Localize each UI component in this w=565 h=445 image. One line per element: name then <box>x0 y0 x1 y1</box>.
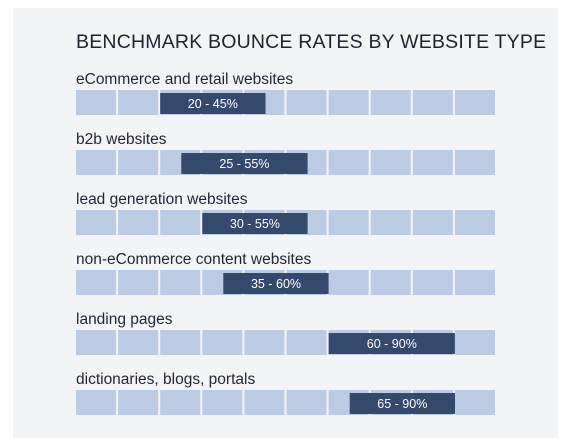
range-label: 65 - 90% <box>377 397 427 411</box>
grid-cell <box>244 330 285 355</box>
grid-cell <box>160 330 201 355</box>
grid-cell <box>76 390 117 415</box>
grid-cell <box>454 330 495 355</box>
range-bar <box>328 333 455 354</box>
grid-cell <box>76 270 117 295</box>
range-bar <box>349 393 455 414</box>
range-bar <box>181 153 308 174</box>
grid-cell <box>412 150 453 175</box>
chart-row: landing pages 60 - 90% <box>76 311 495 355</box>
grid-cell <box>370 270 411 295</box>
grid-cell <box>454 270 495 295</box>
grid-cell <box>118 210 159 235</box>
range-bar <box>223 273 329 294</box>
grid-cell <box>370 210 411 235</box>
grid-cell <box>454 210 495 235</box>
category-label: lead generation websites <box>76 191 248 208</box>
range-label: 60 - 90% <box>367 337 417 351</box>
grid-cell <box>160 270 201 295</box>
range-bar <box>160 93 266 114</box>
chart-row: eCommerce and retail websites 20 - 45% <box>76 71 495 115</box>
grid-cell <box>454 390 495 415</box>
chart-row: dictionaries, blogs, portals 65 - 90% <box>76 371 495 415</box>
grid-cell <box>76 150 117 175</box>
grid-cell <box>118 150 159 175</box>
grid-cell <box>328 270 369 295</box>
grid-cell <box>328 210 369 235</box>
range-label: 35 - 60% <box>251 277 301 291</box>
grid-cell <box>118 90 159 115</box>
grid-cell <box>454 150 495 175</box>
chart-row: lead generation websites 30 - 55% <box>76 191 495 235</box>
grid-cell <box>76 210 117 235</box>
grid-cell <box>76 330 117 355</box>
chart-row: non-eCommerce content websites 35 - 60% <box>76 251 495 295</box>
grid-cell <box>286 90 327 115</box>
chart-rows: eCommerce and retail websites 20 - 45% b2b… <box>76 71 495 415</box>
grid-cell <box>160 390 201 415</box>
category-label: eCommerce and retail websites <box>76 71 293 88</box>
grid-cell <box>118 330 159 355</box>
grid-cell <box>370 150 411 175</box>
grid-cell <box>412 210 453 235</box>
grid-cell <box>118 390 159 415</box>
category-label: landing pages <box>76 311 173 328</box>
grid-cell <box>286 330 327 355</box>
grid-cell <box>160 210 201 235</box>
category-label: b2b websites <box>76 131 167 148</box>
grid-cell <box>412 90 453 115</box>
grid-cell <box>76 90 117 115</box>
grid-cell <box>412 270 453 295</box>
category-label: dictionaries, blogs, portals <box>76 371 255 388</box>
grid-cell <box>328 90 369 115</box>
grid-cell <box>244 390 285 415</box>
grid-cell <box>286 390 327 415</box>
chart-title: BENCHMARK BOUNCE RATES BY WEBSITE TYPE <box>76 31 546 53</box>
grid-cell <box>328 150 369 175</box>
grid-cell <box>202 390 243 415</box>
grid-cell <box>202 330 243 355</box>
range-label: 25 - 55% <box>219 157 269 171</box>
grid-cell <box>118 270 159 295</box>
range-label: 30 - 55% <box>230 217 280 231</box>
chart-row: b2b websites 25 - 55% <box>76 131 495 175</box>
category-label: non-eCommerce content websites <box>76 251 311 268</box>
range-bar <box>202 213 308 234</box>
grid-cell <box>454 90 495 115</box>
range-label: 20 - 45% <box>188 97 238 111</box>
grid-cell <box>370 90 411 115</box>
